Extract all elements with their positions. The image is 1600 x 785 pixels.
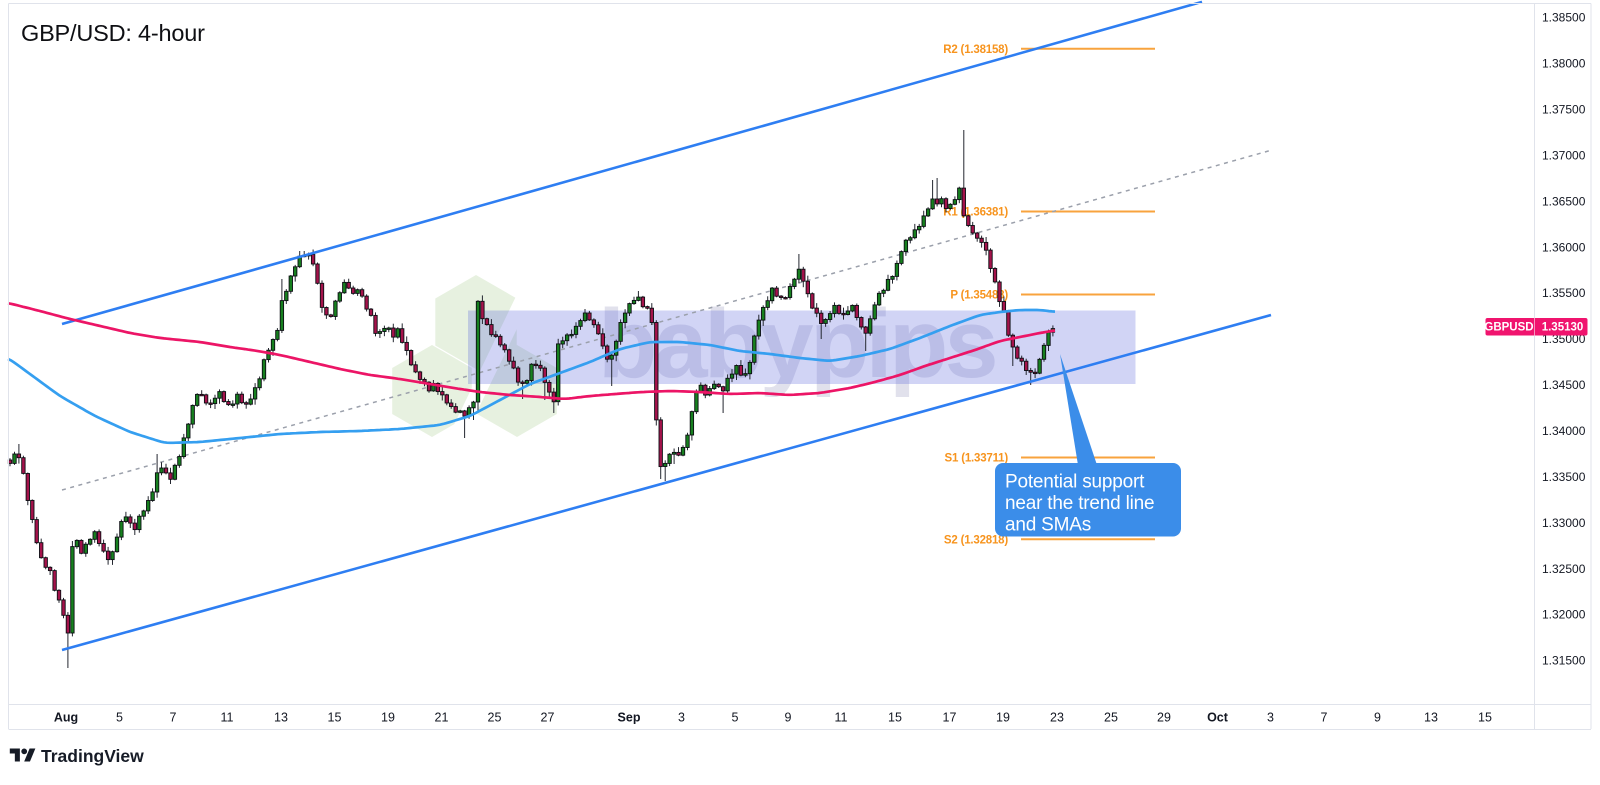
- svg-text:1.35500: 1.35500: [1542, 286, 1586, 300]
- svg-text:1.37500: 1.37500: [1542, 103, 1586, 117]
- svg-text:GBP/USD: 4-hour: GBP/USD: 4-hour: [21, 20, 205, 46]
- svg-text:25: 25: [488, 711, 502, 725]
- svg-text:3: 3: [678, 711, 685, 725]
- svg-text:1.34000: 1.34000: [1542, 424, 1586, 438]
- svg-text:17: 17: [943, 711, 957, 725]
- svg-text:15: 15: [888, 711, 902, 725]
- svg-text:1.32500: 1.32500: [1542, 562, 1586, 576]
- svg-text:R1 (1.36381): R1 (1.36381): [943, 207, 1008, 219]
- svg-text:1.31500: 1.31500: [1542, 654, 1586, 668]
- svg-text:15: 15: [328, 711, 342, 725]
- svg-text:1.36500: 1.36500: [1542, 194, 1586, 208]
- svg-text:Oct: Oct: [1207, 711, 1229, 725]
- svg-text:29: 29: [1157, 711, 1171, 725]
- svg-text:babypips: babypips: [598, 289, 995, 398]
- svg-text:3: 3: [1267, 711, 1274, 725]
- svg-text:19: 19: [381, 711, 395, 725]
- svg-text:GBPUSD: GBPUSD: [1484, 322, 1533, 334]
- svg-text:1.37000: 1.37000: [1542, 149, 1586, 163]
- svg-text:5: 5: [116, 711, 123, 725]
- svg-text:9: 9: [1374, 711, 1381, 725]
- svg-text:1.35000: 1.35000: [1542, 332, 1586, 346]
- svg-text:13: 13: [1424, 711, 1438, 725]
- svg-text:23: 23: [1050, 711, 1064, 725]
- svg-text:27: 27: [541, 711, 555, 725]
- svg-text:Aug: Aug: [54, 711, 78, 725]
- svg-text:R2 (1.38158): R2 (1.38158): [943, 44, 1008, 56]
- svg-text:9: 9: [785, 711, 792, 725]
- svg-text:S1 (1.33711): S1 (1.33711): [945, 453, 1009, 465]
- svg-text:5: 5: [732, 711, 739, 725]
- svg-text:1.38000: 1.38000: [1542, 57, 1586, 71]
- svg-text:7: 7: [1321, 711, 1328, 725]
- svg-text:1.38500: 1.38500: [1542, 11, 1586, 25]
- svg-text:S2 (1.32818): S2 (1.32818): [944, 535, 1008, 547]
- svg-text:25: 25: [1104, 711, 1118, 725]
- svg-text:P (1.35488): P (1.35488): [950, 290, 1008, 302]
- svg-text:1.33500: 1.33500: [1542, 470, 1586, 484]
- svg-text:21: 21: [435, 711, 449, 725]
- svg-text:1.32000: 1.32000: [1542, 608, 1586, 622]
- svg-text:1.35130: 1.35130: [1542, 322, 1584, 334]
- svg-text:19: 19: [996, 711, 1010, 725]
- svg-text:1.33000: 1.33000: [1542, 516, 1586, 530]
- svg-text:1.36000: 1.36000: [1542, 240, 1586, 254]
- svg-text:near the trend line: near the trend line: [1005, 493, 1154, 514]
- svg-text:Potential support: Potential support: [1005, 472, 1145, 493]
- svg-text:11: 11: [835, 711, 848, 725]
- svg-text:13: 13: [274, 711, 288, 725]
- svg-text:11: 11: [221, 711, 234, 725]
- svg-text:15: 15: [1478, 711, 1492, 725]
- svg-text:and SMAs: and SMAs: [1005, 515, 1091, 536]
- svg-text:Sep: Sep: [618, 711, 641, 725]
- svg-text:7: 7: [170, 711, 177, 725]
- svg-text:TradingView: TradingView: [41, 746, 144, 766]
- svg-text:1.34500: 1.34500: [1542, 378, 1586, 392]
